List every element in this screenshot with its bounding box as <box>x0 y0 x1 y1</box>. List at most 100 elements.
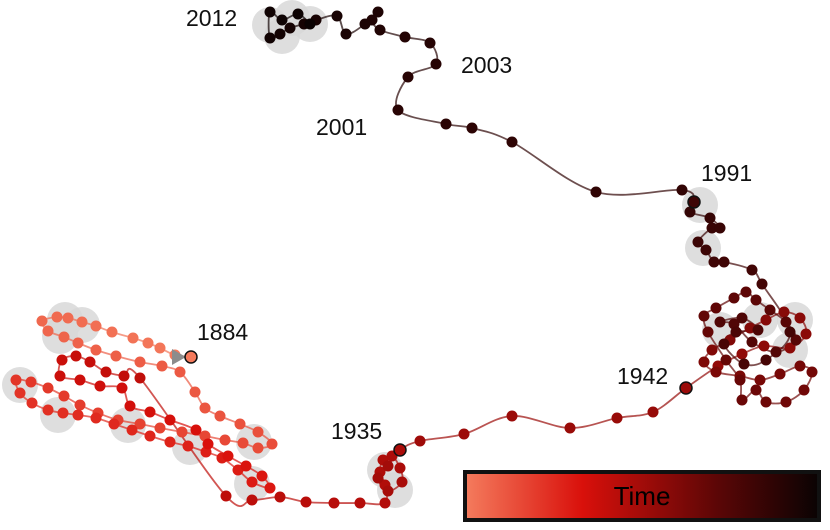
trajectory-point <box>94 380 106 392</box>
trajectory-segment <box>463 415 513 435</box>
year-marker-1991 <box>687 195 701 209</box>
trajectory-point <box>240 460 252 472</box>
trajectory-point <box>164 414 176 426</box>
trajectory-point <box>72 409 84 421</box>
year-label-1884: 1884 <box>197 319 248 345</box>
trajectory-point <box>300 496 312 508</box>
trajectory-point <box>780 316 792 328</box>
trajectory-point <box>110 350 122 362</box>
trajectory-point <box>74 399 86 411</box>
trajectory-point <box>794 360 806 372</box>
trajectory-point <box>340 28 352 40</box>
trajectory-point <box>90 412 102 424</box>
year-label-2003: 2003 <box>461 52 512 78</box>
trajectory-point <box>84 356 96 368</box>
trajectory-point <box>698 310 710 322</box>
trajectory-point <box>750 294 762 306</box>
time-legend: Time <box>463 470 821 522</box>
trajectory-point <box>736 394 748 406</box>
year-label-2012: 2012 <box>186 5 237 31</box>
trajectory-point <box>458 428 470 440</box>
trajectory-point <box>736 348 748 360</box>
trajectory-point <box>331 10 343 22</box>
trajectory-segment <box>511 141 597 193</box>
trajectory-point <box>36 315 48 327</box>
trajectory-point <box>774 368 786 380</box>
trajectory-point <box>506 136 518 148</box>
trajectory-point <box>126 424 138 436</box>
trajectory-point <box>252 442 264 454</box>
trajectory-point <box>746 264 758 276</box>
trajectory-point <box>42 325 54 337</box>
trajectory-segment <box>419 433 465 442</box>
trajectory-point <box>58 390 70 402</box>
trajectory-point <box>790 334 802 346</box>
time-gradient-bar: Time <box>467 474 817 518</box>
trajectory-point <box>42 382 54 394</box>
trajectory-point <box>246 476 258 488</box>
trajectory-point <box>372 472 384 484</box>
trajectory-point <box>127 332 139 344</box>
trajectory-point <box>56 354 68 366</box>
trajectory-point <box>738 358 750 370</box>
trajectory-point <box>25 376 37 388</box>
trajectory-point <box>14 387 26 399</box>
trajectory-point <box>506 410 518 422</box>
trajectory-point <box>374 24 386 36</box>
trajectory-point <box>10 374 22 386</box>
trajectory-point <box>730 326 742 338</box>
trajectory-point <box>372 6 384 18</box>
trajectory-point <box>676 184 688 196</box>
trajectory-point <box>124 400 136 412</box>
start-arrow-icon <box>172 349 186 365</box>
trajectory-point <box>718 256 730 268</box>
trajectory-point <box>764 304 776 316</box>
trajectory-point <box>264 482 276 494</box>
trajectory-point <box>706 222 718 234</box>
trajectory-point <box>154 342 166 354</box>
trajectory-point <box>252 426 264 438</box>
trajectory-point <box>752 324 764 336</box>
trajectory-point <box>702 326 714 338</box>
trajectory-point <box>708 256 720 268</box>
trajectory-point <box>58 331 70 343</box>
trajectory-point <box>54 370 66 382</box>
trajectory-point <box>794 312 806 324</box>
trajectory-point <box>706 344 718 356</box>
trajectory-point <box>758 340 770 352</box>
trajectory-point <box>714 316 726 328</box>
year-labels: 2012 2003 2001 1991 1884 1942 1935 <box>186 5 752 444</box>
trajectory-segment <box>471 127 513 143</box>
trajectory-point <box>142 337 154 349</box>
trajectory-point <box>424 37 436 49</box>
trajectory-point <box>57 407 69 419</box>
trajectory-segment <box>397 109 447 125</box>
trajectory-point <box>199 402 211 414</box>
trajectory-point <box>734 374 746 386</box>
trajectory-point <box>90 320 102 332</box>
trajectory-segment <box>595 188 683 196</box>
trajectory-point <box>100 366 112 378</box>
trajectory-point <box>134 372 146 384</box>
trajectory-point <box>806 366 818 378</box>
trajectory-points <box>10 6 818 509</box>
trajectory-point <box>798 384 810 396</box>
trajectory-point <box>189 386 201 398</box>
trajectory-point <box>144 430 156 442</box>
trajectory-point <box>134 418 146 430</box>
trajectory-point <box>784 342 796 354</box>
trajectory-segment <box>511 415 571 429</box>
trajectory-point <box>154 422 166 434</box>
trajectory-point <box>736 312 748 324</box>
trajectory-point <box>256 470 268 482</box>
trajectory-point <box>182 440 194 452</box>
trajectory-point <box>698 356 710 368</box>
trajectory-point <box>274 28 286 40</box>
trajectory-point <box>379 497 391 509</box>
trajectory-point <box>710 302 722 314</box>
trajectory-point <box>264 6 276 18</box>
trajectory-point <box>51 311 63 323</box>
trajectory-point <box>780 396 792 408</box>
trajectory-point <box>710 366 722 378</box>
trajectory-point <box>402 71 414 83</box>
